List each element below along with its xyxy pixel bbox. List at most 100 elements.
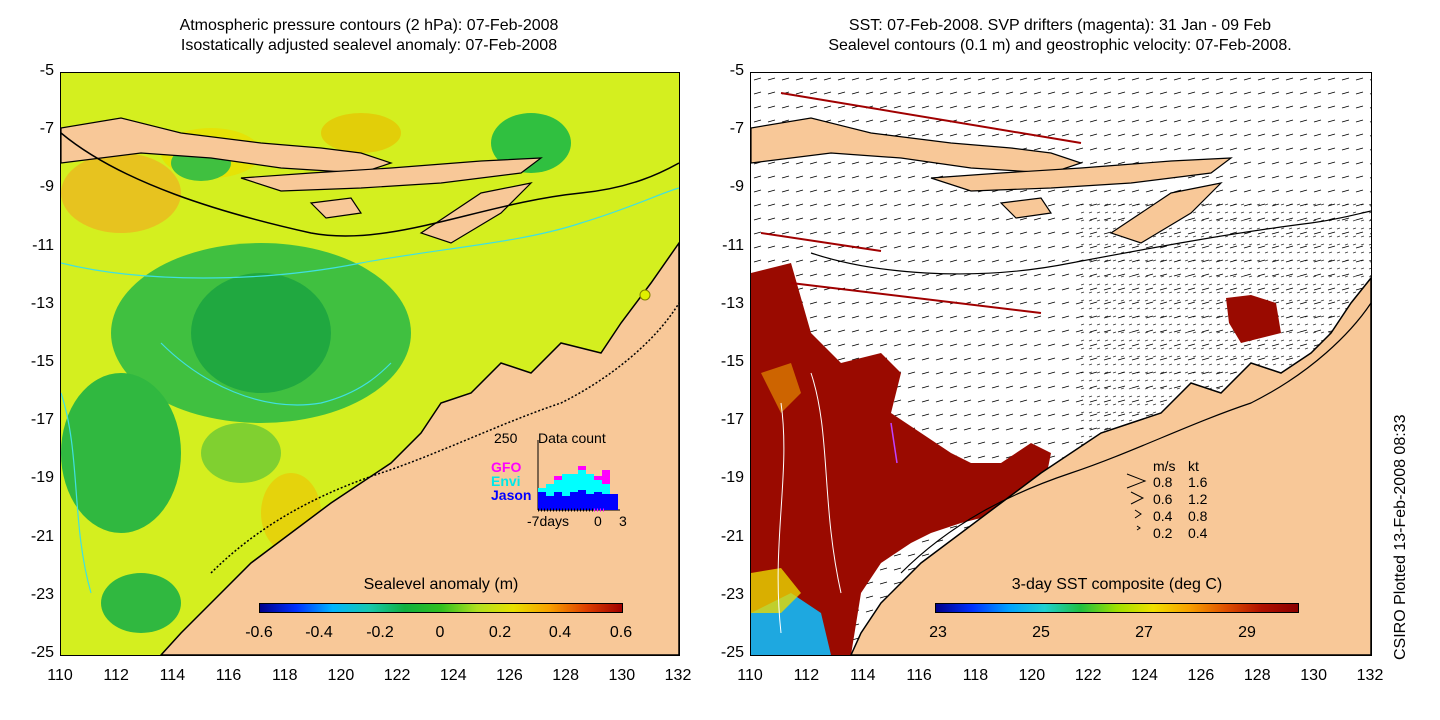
right-y-tick: -5 [729,62,744,79]
velocity-legend-row3-kt: 0.8 [1188,508,1208,524]
left-y-tick: -25 [30,644,54,661]
right-y-tick: -19 [720,469,744,487]
sumba-island-right [999,197,1053,219]
inset-sat-jason: Jason [491,487,532,503]
right-x-tick: 122 [1074,667,1102,684]
velocity-legend-header-ms: m/s [1153,458,1176,474]
java-sumbawa-islands-right [751,117,1083,174]
right-y-tick: -11 [722,236,744,254]
left-x-tick: 122 [383,667,411,684]
right-colorbar-title: 3-day SST composite (deg C) [1011,576,1223,593]
left-y-tick: -23 [30,585,54,603]
left-cbar-tick: 0 [435,624,445,641]
australia-landmass [159,241,679,655]
left-x-tick: 126 [496,667,523,684]
left-x-tick: 114 [159,667,186,684]
right-y-tick: -9 [729,178,744,196]
right-x-tick: 120 [1018,667,1046,684]
left-x-tick: 130 [608,667,636,684]
left-y-tick: -17 [30,411,54,429]
left-y-tick: -15 [30,353,54,370]
java-sumbawa-islands [61,117,393,174]
sumba-island [309,197,363,219]
sst-field [751,73,1371,655]
velocity-legend-row1-ms: 0.8 [1153,474,1173,490]
left-y-tick: -7 [39,120,54,138]
right-map-title: SST: 07-Feb-2008. SVP drifters (magenta)… [750,16,1370,56]
velocity-legend-row3-ms: 0.4 [1153,508,1173,524]
right-y-tick: -21 [720,527,744,545]
inset-axis-left: -7days [527,513,570,529]
right-y-tick: -23 [720,585,744,603]
australia-landmass-right [850,276,1371,655]
left-map-title: Atmospheric pressure contours (2 hPa): 0… [60,16,678,56]
left-x-tick: 124 [439,667,467,684]
right-y-tick: -17 [720,411,744,429]
left-x-tick: 132 [664,667,692,684]
right-cbar-tick: 27 [1135,624,1153,641]
right-x-tick: 110 [737,667,763,684]
left-cbar-tick: 0.4 [548,624,572,641]
left-x-tick: 112 [103,667,129,684]
right-x-tick: 124 [1131,667,1158,684]
left-title-line1: Atmospheric pressure contours (2 hPa): 0… [179,17,559,34]
credit-label: CSIRO Plotted 13-Feb-2008 08:33 [1392,414,1409,660]
left-cbar-tick: -0.4 [305,624,333,641]
nusa-tenggara-islands-right [930,157,1233,192]
left-cbar-tick: 0.2 [488,624,512,641]
left-cbar-tick: 0.6 [609,624,633,641]
inset-bars [538,466,618,510]
warm-sst-patch-north [1226,295,1281,343]
inset-title: Data count [538,430,606,446]
right-colorbar [935,603,1299,613]
inset-count-label: 250 [494,430,518,446]
left-colorbar [259,603,623,613]
right-title-line1: SST: 07-Feb-2008. SVP drifters (magenta)… [848,17,1272,34]
left-cbar-tick: -0.6 [245,624,273,641]
right-y-tick: -15 [720,353,744,370]
right-x-tick: 114 [849,667,876,684]
left-x-tick: 118 [271,667,298,684]
left-y-tick: -21 [30,527,54,545]
left-y-tick: -5 [39,62,54,79]
right-x-tick: 132 [1356,667,1384,684]
right-x-tick: 128 [1243,667,1271,684]
inset-sat-envi: Envi [491,473,521,489]
left-y-tick: -11 [32,236,54,254]
sealevel-anomaly-field [61,113,679,655]
right-x-tick: 112 [793,667,820,684]
velocity-legend-header-kt: kt [1188,458,1199,474]
right-x-tick: 130 [1300,667,1327,684]
left-colorbar-title: Sealevel anomaly (m) [363,576,519,593]
inset-bar-chart [537,440,620,512]
left-title-line2: Isostatically adjusted sealevel anomaly:… [180,37,558,54]
left-y-tick: -13 [30,294,54,312]
right-cbar-tick: 29 [1238,624,1256,641]
left-cbar-tick: -0.2 [366,624,394,641]
right-x-tick: 118 [962,667,989,684]
left-x-tick: 120 [327,667,355,684]
left-x-tick: 128 [552,667,579,684]
velocity-legend-row1-kt: 1.6 [1188,474,1208,490]
timor-island-right [1109,182,1223,244]
right-y-tick: -7 [729,120,744,138]
right-cbar-tick: 25 [1032,624,1050,641]
nusa-tenggara-islands [240,157,543,192]
right-y-tick: -25 [720,644,744,661]
inset-axis-mid: 0 [594,513,602,529]
inset-sat-gfo: GFO [491,459,522,475]
velocity-legend-row4-ms: 0.2 [1153,525,1173,541]
right-y-tick: -13 [720,294,744,312]
right-title-line2: Sealevel contours (0.1 m) and geostrophi… [828,37,1292,54]
velocity-legend-arrows [1126,473,1147,531]
left-x-tick: 116 [215,667,242,684]
right-cbar-tick: 23 [929,624,947,641]
left-y-tick: -19 [30,469,54,487]
velocity-legend-row2-kt: 1.2 [1188,491,1208,507]
left-x-tick: 110 [47,667,73,684]
left-y-tick: -9 [39,178,54,196]
inset-axis-right: 3 [619,513,627,529]
warm-sst-region [751,263,1051,655]
velocity-legend-row2-ms: 0.6 [1153,491,1173,507]
sst-velocity-map [750,72,1372,656]
